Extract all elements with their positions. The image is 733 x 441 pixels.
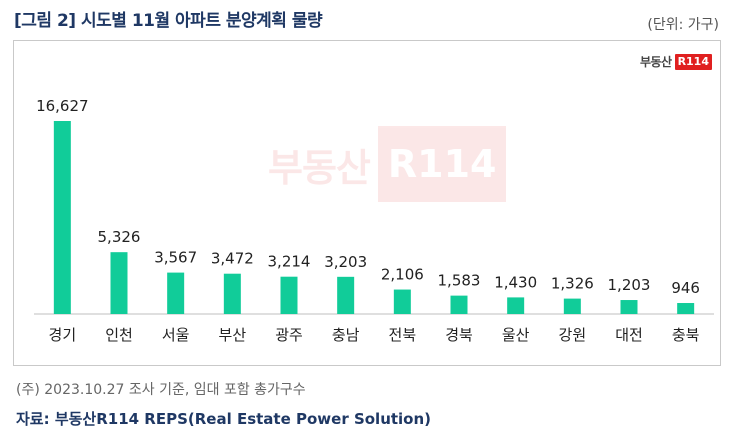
data-label-6: 3,203 — [324, 253, 367, 271]
data-label-7: 2,106 — [381, 266, 424, 284]
category-label-11: 대전 — [615, 326, 643, 344]
brand-logo-box: R114 — [674, 53, 712, 70]
data-label-12: 946 — [671, 279, 700, 297]
data-label-8: 1,583 — [438, 272, 481, 290]
category-label-8: 경북 — [445, 326, 473, 344]
category-label-12: 충북 — [672, 326, 700, 344]
data-label-2: 5,326 — [98, 228, 141, 246]
category-label-9: 울산 — [502, 326, 530, 344]
bar-8 — [450, 295, 468, 314]
data-label-4: 3,472 — [211, 250, 254, 268]
bar-12 — [677, 303, 695, 314]
bar-4 — [223, 273, 241, 314]
brand-logo: 부동산 R114 — [640, 53, 712, 70]
bar-1 — [53, 121, 71, 314]
category-label-5: 광주 — [275, 326, 303, 344]
bar-5 — [280, 276, 298, 314]
category-label-7: 전북 — [389, 326, 417, 344]
brand-logo-text: 부동산 — [639, 55, 672, 69]
bar-2 — [110, 252, 128, 314]
data-label-9: 1,430 — [494, 273, 537, 291]
bar-9 — [507, 297, 525, 314]
category-label-4: 부산 — [219, 326, 247, 344]
chart-frame: 부동산 R114 부동산 R114 16,627 경기 5,326 인천 3,567 서울… — [13, 40, 721, 366]
data-label-11: 1,203 — [608, 276, 651, 294]
bar-6 — [337, 276, 355, 314]
data-label-5: 3,214 — [268, 253, 311, 271]
bar-7 — [393, 289, 411, 314]
bar-3 — [167, 272, 185, 314]
bar-11 — [620, 300, 638, 314]
category-label-1: 경기 — [49, 326, 77, 344]
category-label-2: 인천 — [105, 326, 133, 344]
category-label-3: 서울 — [162, 326, 190, 344]
bar-10 — [563, 298, 581, 314]
chart-title: [그림 2] 시도별 11월 아파트 분양계획 물량 — [14, 11, 323, 31]
data-label-10: 1,326 — [551, 275, 594, 293]
unit-label: (단위: 가구) — [647, 17, 719, 33]
data-label-3: 3,567 — [154, 249, 197, 267]
category-label-6: 충남 — [332, 326, 360, 344]
bar-chart: 16,627 경기 5,326 인천 3,567 서울 3,472 부산 3,214 광주 3,20… — [34, 97, 714, 344]
category-label-10: 강원 — [559, 326, 587, 344]
footnote: (주) 2023.10.27 조사 기준, 임대 포함 총가구수 — [16, 382, 306, 398]
data-label-1: 16,627 — [36, 97, 89, 115]
source-label: 자료: 부동산R114 REPS(Real Estate Power Solut… — [16, 410, 432, 428]
